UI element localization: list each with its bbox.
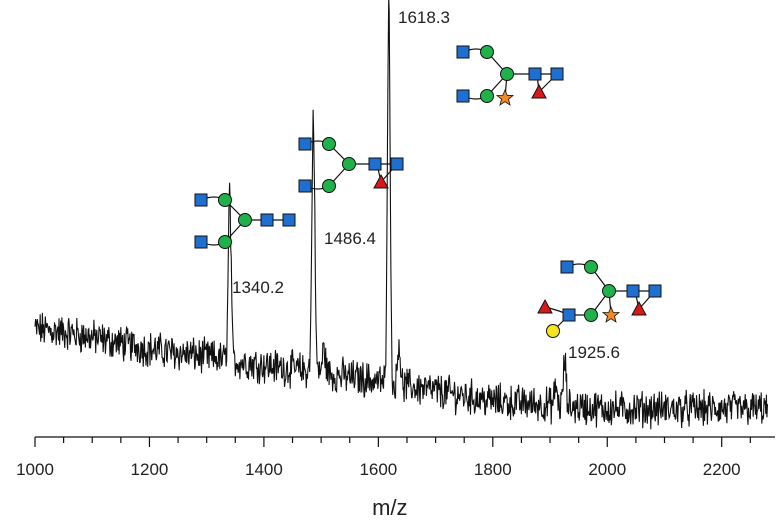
peak-label: 1618.3 xyxy=(398,8,450,27)
x-axis: 1000 1200 1400 1600 1800 2000 2200 m/z xyxy=(16,436,775,520)
x-tick-label: 1600 xyxy=(359,460,397,479)
x-axis-title: m/z xyxy=(372,495,407,520)
glycan-1925-icon xyxy=(537,260,662,338)
spectrum-series-line xyxy=(34,0,769,430)
glycan-1486-icon xyxy=(298,137,404,193)
spectrum-trace-layer xyxy=(34,0,769,430)
x-tick-label: 1800 xyxy=(474,460,512,479)
x-tick-label: 2000 xyxy=(588,460,626,479)
glycan-1340-icon xyxy=(194,193,296,249)
x-tick-label: 1400 xyxy=(245,460,283,479)
peak-label: 1925.6 xyxy=(568,343,620,362)
glycan-1618-icon xyxy=(456,45,564,106)
x-tick-label: 1200 xyxy=(131,460,169,479)
peak-labels: 1340.2 1486.4 1618.3 1925.6 xyxy=(232,8,620,362)
peak-label: 1486.4 xyxy=(324,229,376,248)
x-tick-label: 1000 xyxy=(16,460,54,479)
peak-label: 1340.2 xyxy=(232,278,284,297)
x-tick-label: 2200 xyxy=(703,460,741,479)
